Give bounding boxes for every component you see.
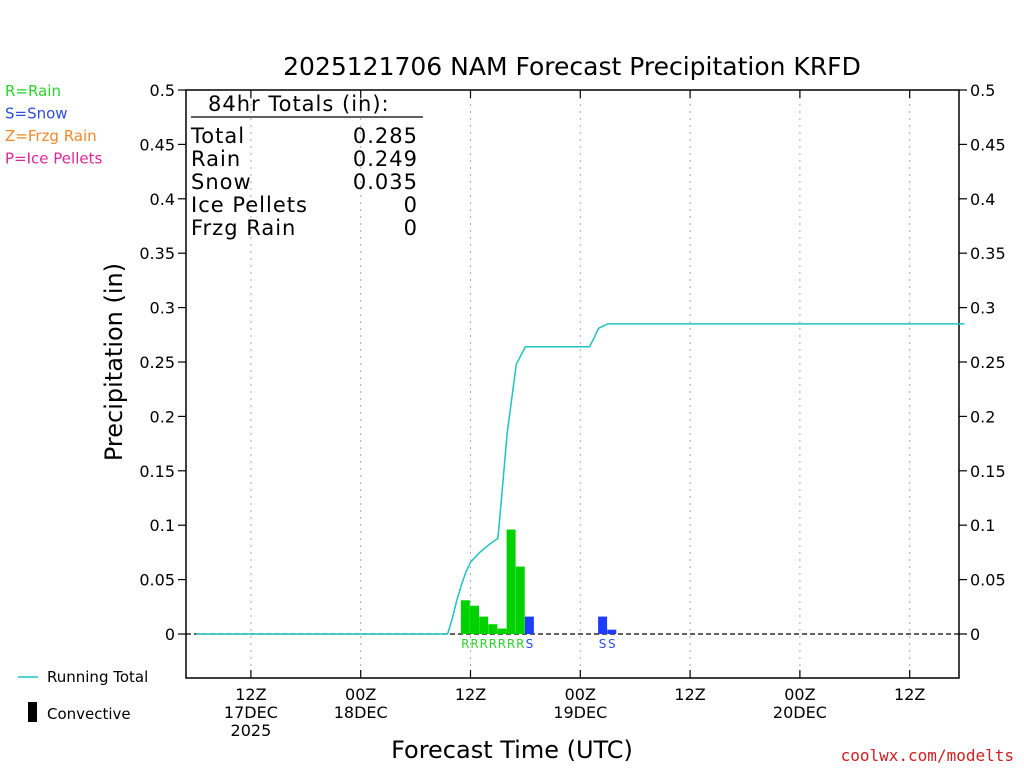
precip-bar-4 [497, 628, 507, 634]
x-tick-label-5-0: 00Z [784, 685, 815, 704]
totals-row-label-2: Snow [191, 170, 252, 194]
y-tick-label-left-7: 0.35 [139, 244, 175, 263]
convective-legend-swatch [28, 702, 37, 722]
precip-bar-7 [524, 616, 534, 634]
precip-type-label-4: R [498, 637, 506, 651]
precip-type-label-2: R [479, 637, 487, 651]
x-tick-label-3-1: 19DEC [553, 703, 607, 722]
y-tick-label-left-9: 0.45 [139, 135, 175, 154]
type-legend-item-0: R=Rain [5, 82, 61, 100]
precip-type-label-0: R [461, 637, 469, 651]
precip-bar-5 [506, 529, 516, 634]
x-tick-label-3-0: 00Z [565, 685, 596, 704]
y-tick-label-left-1: 0.05 [139, 571, 175, 590]
type-legend-item-3: P=Ice Pellets [5, 150, 102, 168]
precip-type-label-9: S [608, 637, 616, 651]
precip-bar-9 [607, 629, 617, 634]
credit-text: coolwx.com/modelts [841, 746, 1014, 765]
x-tick-label-5-1: 20DEC [773, 703, 827, 722]
totals-row-value-2: 0.035 [353, 170, 418, 194]
x-axis-label: Forecast Time (UTC) [391, 736, 633, 764]
y-tick-label-right-4: 0.2 [970, 407, 995, 426]
totals-row-label-0: Total [190, 124, 245, 148]
precip-type-label-3: R [489, 637, 497, 651]
y-tick-label-right-5: 0.25 [970, 353, 1006, 372]
y-tick-label-left-2: 0.1 [150, 516, 175, 535]
running-total-legend-label: Running Total [47, 668, 148, 686]
totals-row-label-4: Frzg Rain [191, 216, 296, 240]
y-tick-label-left-0: 0 [165, 625, 175, 644]
x-tick-label-0-1: 17DEC [224, 703, 278, 722]
totals-row-value-1: 0.249 [353, 147, 418, 171]
y-tick-label-left-10: 0.5 [150, 81, 175, 100]
x-tick-label-0-2: 2025 [231, 721, 272, 740]
y-tick-label-right-6: 0.3 [970, 299, 995, 318]
precip-type-label-5: R [507, 637, 515, 651]
y-tick-label-right-8: 0.4 [970, 190, 995, 209]
totals-row-value-0: 0.285 [353, 124, 418, 148]
x-tick-label-2-0: 12Z [455, 685, 486, 704]
y-tick-label-right-10: 0.5 [970, 81, 995, 100]
totals-row-label-3: Ice Pellets [191, 193, 308, 217]
y-tick-label-right-0: 0 [970, 625, 980, 644]
precip-type-legend: R=Rain S=Snow Z=Frzg Rain P=Ice Pellets [5, 82, 102, 168]
series-legend: Running Total Convective [18, 668, 148, 723]
y-tick-label-left-6: 0.3 [150, 299, 175, 318]
x-tick-label-1-1: 18DEC [334, 703, 388, 722]
plot-frame [185, 89, 960, 679]
y-axis-ticks: 0 00.05 0.050.1 0.10.15 0.150.2 0.20.25 0.250.… [139, 81, 1005, 644]
y-tick-label-right-2: 0.1 [970, 516, 995, 535]
y-tick-label-left-5: 0.25 [139, 353, 175, 372]
x-gridlines [250, 90, 911, 678]
precip-type-label-7: S [526, 637, 534, 651]
y-tick-label-right-3: 0.15 [970, 462, 1006, 481]
precip-bar-0 [460, 600, 470, 634]
chart-title: 2025121706 NAM Forecast Precipitation KR… [283, 52, 861, 81]
y-tick-label-left-3: 0.15 [139, 462, 175, 481]
y-axis-label: Precipitation (in) [100, 263, 128, 461]
precip-bar-8 [598, 616, 608, 634]
type-legend-item-2: Z=Frzg Rain [5, 127, 97, 145]
y-tick-label-left-4: 0.2 [150, 407, 175, 426]
type-legend-item-1: S=Snow [5, 105, 68, 123]
y-tick-label-right-1: 0.05 [970, 571, 1006, 590]
precip-bar-3 [488, 624, 498, 634]
convective-legend-label: Convective [47, 705, 131, 723]
x-tick-label-1-0: 00Z [345, 685, 376, 704]
precip-bar-2 [479, 616, 489, 634]
precip-type-label-1: R [470, 637, 478, 651]
totals-row-label-1: Rain [191, 147, 241, 171]
precip-bar-1 [470, 605, 479, 634]
precip-type-label-8: S [599, 637, 607, 651]
x-tick-label-0-0: 12Z [235, 685, 266, 704]
precip-bar-6 [515, 566, 525, 634]
x-tick-label-6-0: 12Z [894, 685, 925, 704]
running-total-line [196, 323, 965, 635]
totals-row-value-4: 0 [404, 216, 418, 240]
y-tick-label-left-8: 0.4 [150, 190, 175, 209]
x-tick-label-4-0: 12Z [674, 685, 705, 704]
y-tick-label-right-7: 0.35 [970, 244, 1006, 263]
precip-type-label-6: R [516, 637, 524, 651]
precip-bars [460, 529, 617, 634]
y-tick-label-right-9: 0.45 [970, 135, 1006, 154]
totals-box: 84hr Totals (in): Total 0.285 Rain 0.249 Sno… [190, 92, 423, 240]
totals-heading: 84hr Totals (in): [208, 92, 390, 116]
totals-row-value-3: 0 [404, 193, 418, 217]
